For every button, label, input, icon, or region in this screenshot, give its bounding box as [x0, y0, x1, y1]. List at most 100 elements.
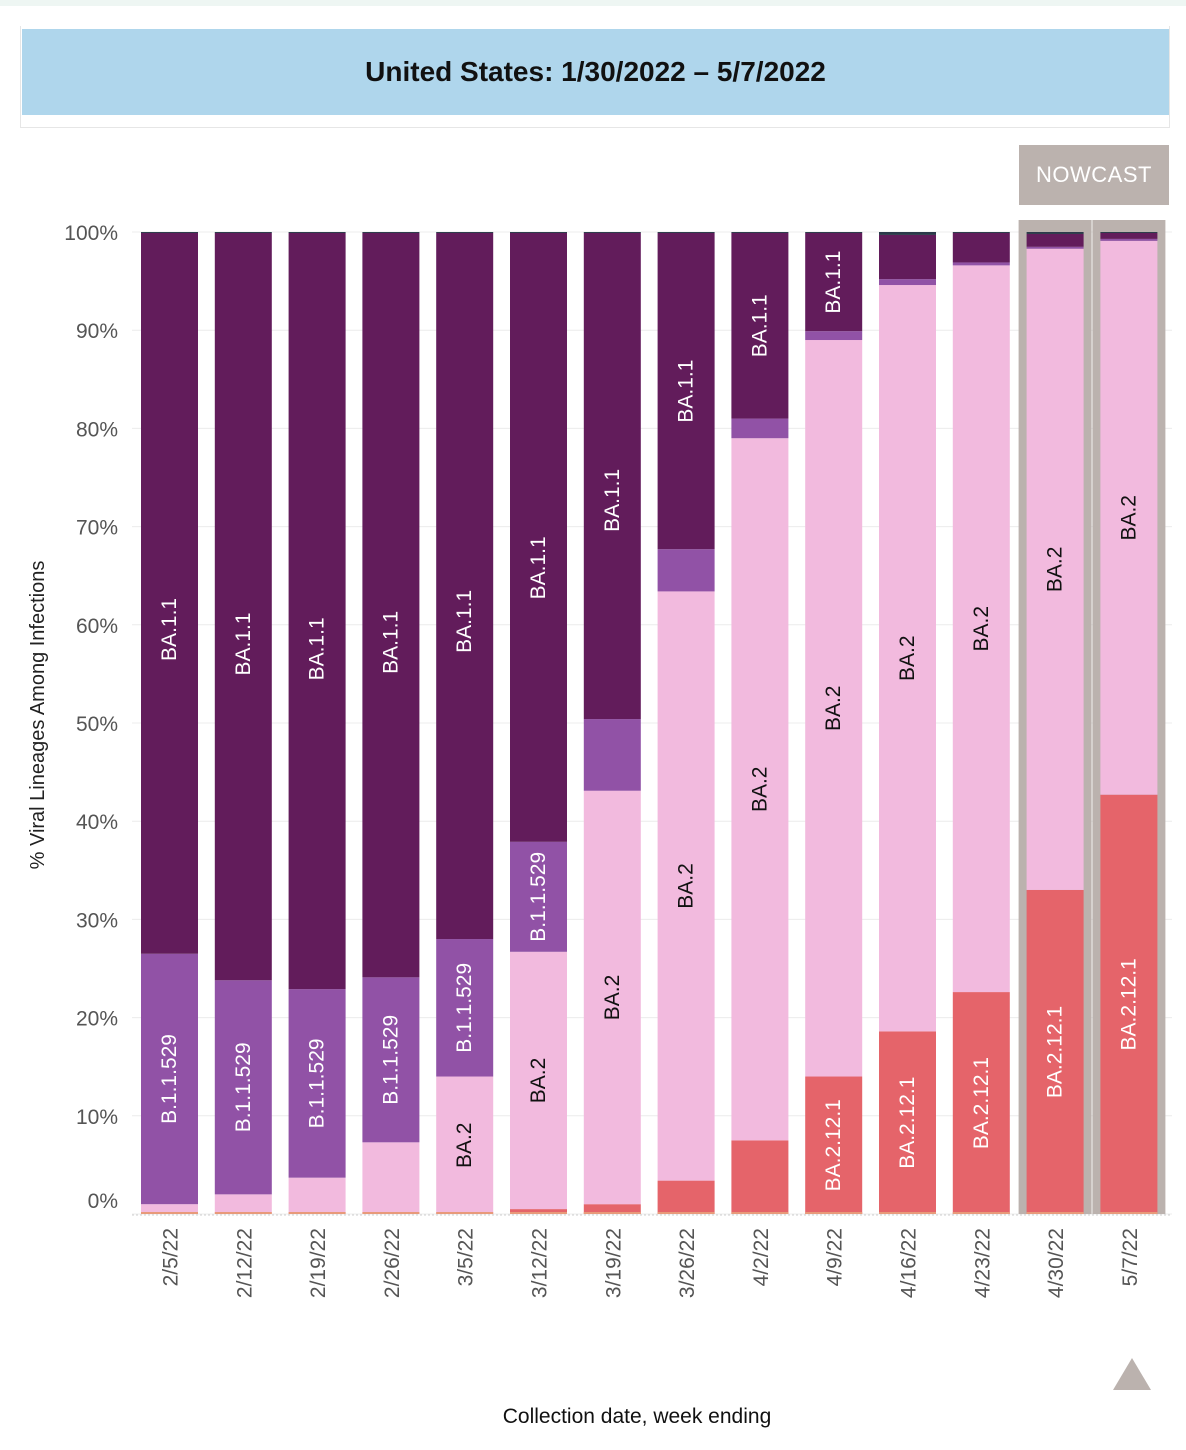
bar-segment[interactable]	[731, 1140, 789, 1214]
segment-label: BA.1.1	[232, 612, 255, 675]
bar-segment[interactable]	[657, 1180, 715, 1214]
bar-segment[interactable]	[436, 939, 494, 1077]
bar-segment[interactable]	[288, 232, 346, 990]
bar-segment[interactable]	[952, 232, 1010, 263]
triangle-up-icon[interactable]	[1112, 1356, 1152, 1392]
x-tick-label: 3/12/22	[529, 1228, 552, 1298]
bar-segment[interactable]	[657, 591, 715, 1181]
bar-segment[interactable]	[1100, 240, 1158, 795]
segment-label: B.1.1.529	[306, 1038, 329, 1128]
bar-segment[interactable]	[1100, 232, 1158, 239]
bar-segment[interactable]	[657, 232, 715, 550]
bar-segment-other[interactable]	[583, 232, 641, 233]
x-tick-label: 2/12/22	[233, 1228, 256, 1298]
bars	[141, 232, 1158, 1214]
bar-segment-minor	[583, 1212, 641, 1214]
bar-segment[interactable]	[436, 232, 494, 940]
top-strip	[0, 0, 1186, 6]
bar-segment[interactable]	[731, 418, 789, 439]
bar-segment[interactable]	[805, 1076, 863, 1214]
x-tick-label: 4/9/22	[824, 1228, 847, 1286]
bar-segment-other[interactable]	[288, 232, 346, 233]
y-tick-label: 50%	[76, 713, 118, 736]
bar-segment-other[interactable]	[1026, 232, 1084, 234]
bar-segment[interactable]	[952, 265, 1010, 993]
bar-segment[interactable]	[214, 1194, 272, 1214]
bar-segment-minor	[141, 1212, 198, 1214]
bar-segment[interactable]	[436, 1076, 494, 1214]
bar-segment-other[interactable]	[657, 232, 715, 233]
bar-segment[interactable]	[1026, 889, 1084, 1214]
bar-segment[interactable]	[583, 1204, 641, 1214]
bar-segment-other[interactable]	[1100, 232, 1158, 233]
segment-label: BA.2.12.1	[1044, 1006, 1067, 1098]
bar-segment[interactable]	[510, 1209, 567, 1214]
bar-segment[interactable]	[214, 232, 272, 981]
bar-segment[interactable]	[583, 232, 641, 720]
segment-label: BA.2	[1117, 495, 1140, 541]
y-tick-label: 100%	[64, 222, 118, 245]
bar-segment-other[interactable]	[362, 232, 420, 233]
x-tick-label: 3/5/22	[455, 1228, 478, 1286]
x-tick-label: 2/5/22	[160, 1228, 183, 1286]
bar-segment[interactable]	[510, 232, 567, 842]
bar-segment[interactable]	[362, 1142, 420, 1214]
bar-segment[interactable]	[805, 232, 863, 332]
x-tick-labels: 2/5/22 2/12/22 2/19/22 2/26/22 3/5/22 3/12/22…	[160, 1228, 1142, 1298]
bar-segment[interactable]	[1100, 794, 1158, 1214]
bar-segment[interactable]	[1100, 238, 1158, 241]
bar-segment[interactable]	[805, 331, 863, 341]
bar-segment[interactable]	[288, 989, 346, 1178]
segment-label: B.1.1.529	[379, 1015, 402, 1105]
bar-segment[interactable]	[805, 340, 863, 1077]
segment-label: BA.2	[822, 686, 845, 732]
segment-label: BA.2.12.1	[822, 1099, 845, 1191]
bar-segment[interactable]	[362, 977, 420, 1143]
bar-segment[interactable]	[141, 1204, 198, 1214]
nowcast-badge[interactable]: NOWCAST	[1019, 145, 1169, 205]
bar-segment[interactable]	[214, 980, 272, 1195]
bar-segment[interactable]	[583, 719, 641, 791]
segment-label: BA.2	[1044, 547, 1067, 593]
bar-segment[interactable]	[879, 279, 936, 286]
bar-segment[interactable]	[1026, 246, 1084, 249]
bar-segment[interactable]	[1026, 233, 1084, 247]
bar-segment-other[interactable]	[510, 232, 567, 233]
bar-segment-other[interactable]	[879, 232, 936, 235]
segment-label: BA.1.1	[527, 536, 550, 599]
bar-segment[interactable]	[362, 232, 420, 978]
bar-segment[interactable]	[510, 951, 567, 1210]
bar-segment-other[interactable]	[952, 232, 1010, 233]
bar-segment-other[interactable]	[731, 232, 789, 233]
bar-segment-other[interactable]	[214, 232, 272, 233]
title-frame	[20, 26, 1170, 128]
bar-segment[interactable]	[731, 438, 789, 1141]
bar-segment-minor	[952, 1212, 1010, 1214]
bar-segment[interactable]	[141, 953, 198, 1205]
bar-segment[interactable]	[657, 549, 715, 592]
x-axis-label: Collection date, week ending	[502, 1405, 772, 1428]
bar-segment[interactable]	[879, 285, 936, 1032]
bar-segment[interactable]	[879, 234, 936, 280]
bar-segment[interactable]	[1026, 248, 1084, 890]
y-tick-labels: 0% 10% 20% 30% 40% 50% 60% 70% 80% 90% 100%	[64, 222, 118, 1213]
bar-segment[interactable]	[510, 841, 567, 952]
bar-segment[interactable]	[952, 992, 1010, 1214]
bar-segment-other[interactable]	[141, 232, 198, 233]
bar-segment-minor	[362, 1212, 420, 1214]
bar-segment[interactable]	[288, 1177, 346, 1214]
bar-segment-other[interactable]	[436, 232, 494, 233]
segment-labels: B.1.1.529 BA.1.1 B.1.1.529 BA.1.1 B.1.1.529 B…	[158, 251, 1140, 1192]
x-tick-label: 2/26/22	[381, 1228, 404, 1298]
bar-segment-other[interactable]	[805, 232, 863, 233]
bar-segment[interactable]	[583, 790, 641, 1205]
segment-label: BA.2	[748, 767, 771, 813]
bar-segment[interactable]	[879, 1031, 936, 1214]
segment-label: BA.2	[601, 975, 624, 1021]
bar-segment-minor	[1100, 1212, 1158, 1214]
bar-segment[interactable]	[731, 232, 789, 419]
bar-segment[interactable]	[952, 262, 1010, 266]
bar-segment[interactable]	[141, 232, 198, 954]
segment-label: B.1.1.529	[453, 963, 476, 1053]
